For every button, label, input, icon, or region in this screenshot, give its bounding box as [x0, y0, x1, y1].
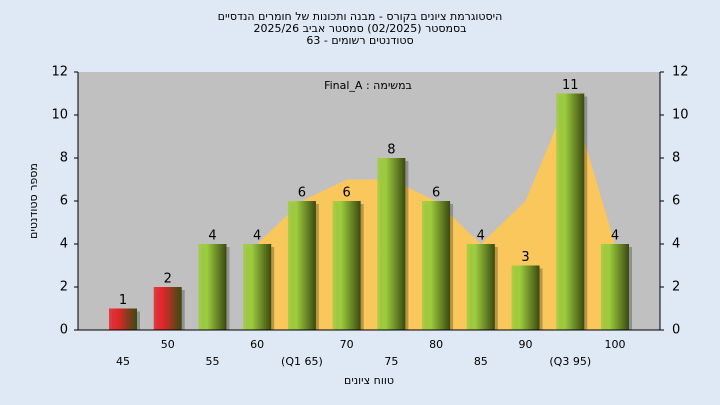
bar-shade — [467, 244, 495, 330]
x-tick-label: 100 — [605, 338, 626, 351]
y-tick-label: 4 — [60, 237, 68, 252]
bar-shade — [601, 244, 629, 330]
y-tick-label: 6 — [60, 194, 68, 209]
x-tick-label: 45 — [116, 355, 130, 368]
x-tick-label: 70 — [340, 338, 354, 351]
bar — [511, 265, 540, 330]
bar-shade — [422, 201, 450, 330]
x-tick-label: 90 — [519, 338, 533, 351]
data-label: 4 — [477, 229, 485, 244]
x-tick-label: 80 — [429, 338, 443, 351]
bar — [243, 244, 272, 330]
data-label: 3 — [521, 250, 529, 265]
bar — [332, 201, 361, 330]
bar-shade — [109, 309, 137, 331]
y2-tick-label: 2 — [672, 280, 680, 295]
y2-tick-label: 12 — [672, 65, 689, 80]
bar — [422, 201, 451, 330]
y2-tick-label: 6 — [672, 194, 680, 209]
y-axis-title: מספר סטודנטים — [27, 163, 40, 239]
data-label: 8 — [387, 143, 395, 158]
x-tick-label: 75 — [384, 355, 398, 368]
chart-subtitle: בסמסטר (02/2025) סמסטר אביב 2025/26 — [253, 22, 466, 35]
bar — [287, 201, 316, 330]
y-tick-label: 8 — [60, 151, 68, 166]
x-tick-label: (Q1 65) — [281, 355, 323, 368]
data-label: 4 — [611, 229, 619, 244]
x-tick-label: 55 — [205, 355, 219, 368]
x-axis-title: טווח ציונים — [344, 374, 394, 387]
y-tick-label: 10 — [51, 108, 68, 123]
bar-shade — [154, 287, 182, 330]
bar — [377, 158, 406, 330]
bar-shade — [377, 158, 405, 330]
bar-shade — [198, 244, 226, 330]
bar — [153, 287, 182, 330]
bar — [198, 244, 227, 330]
data-label: 6 — [342, 186, 350, 201]
bar — [556, 93, 585, 330]
data-label: 6 — [298, 186, 306, 201]
data-label: 2 — [164, 272, 172, 287]
bar — [601, 244, 629, 330]
y2-tick-label: 8 — [672, 151, 680, 166]
y-tick-label: 12 — [51, 65, 68, 80]
bar — [109, 308, 137, 330]
data-label: 1 — [119, 293, 127, 308]
bar-shade — [512, 266, 540, 331]
y2-tick-label: 10 — [672, 108, 689, 123]
x-tick-label: (Q3 95) — [549, 355, 591, 368]
x-tick-label: 60 — [250, 338, 264, 351]
chart-title: היסטוגרמת ציונים בקורס - מבנה ותכונות של… — [218, 10, 503, 23]
x-tick-label: 85 — [474, 355, 488, 368]
data-label: 11 — [562, 78, 579, 93]
annotation: Final_A : במשימה — [324, 79, 412, 92]
bar-shade — [556, 94, 584, 331]
bar-shade — [243, 244, 271, 330]
y2-tick-label: 4 — [672, 237, 680, 252]
y2-tick-label: 0 — [672, 323, 680, 338]
data-label: 6 — [432, 186, 440, 201]
data-label: 4 — [253, 229, 261, 244]
bar-shade — [288, 201, 316, 330]
data-label: 4 — [208, 229, 216, 244]
bar-shade — [333, 201, 361, 330]
x-tick-label: 50 — [161, 338, 175, 351]
bar — [466, 244, 495, 330]
y-tick-label: 2 — [60, 280, 68, 295]
chart-subtitle: סטודנטים רשומים - 63 — [306, 34, 413, 47]
y-tick-label: 0 — [60, 323, 68, 338]
